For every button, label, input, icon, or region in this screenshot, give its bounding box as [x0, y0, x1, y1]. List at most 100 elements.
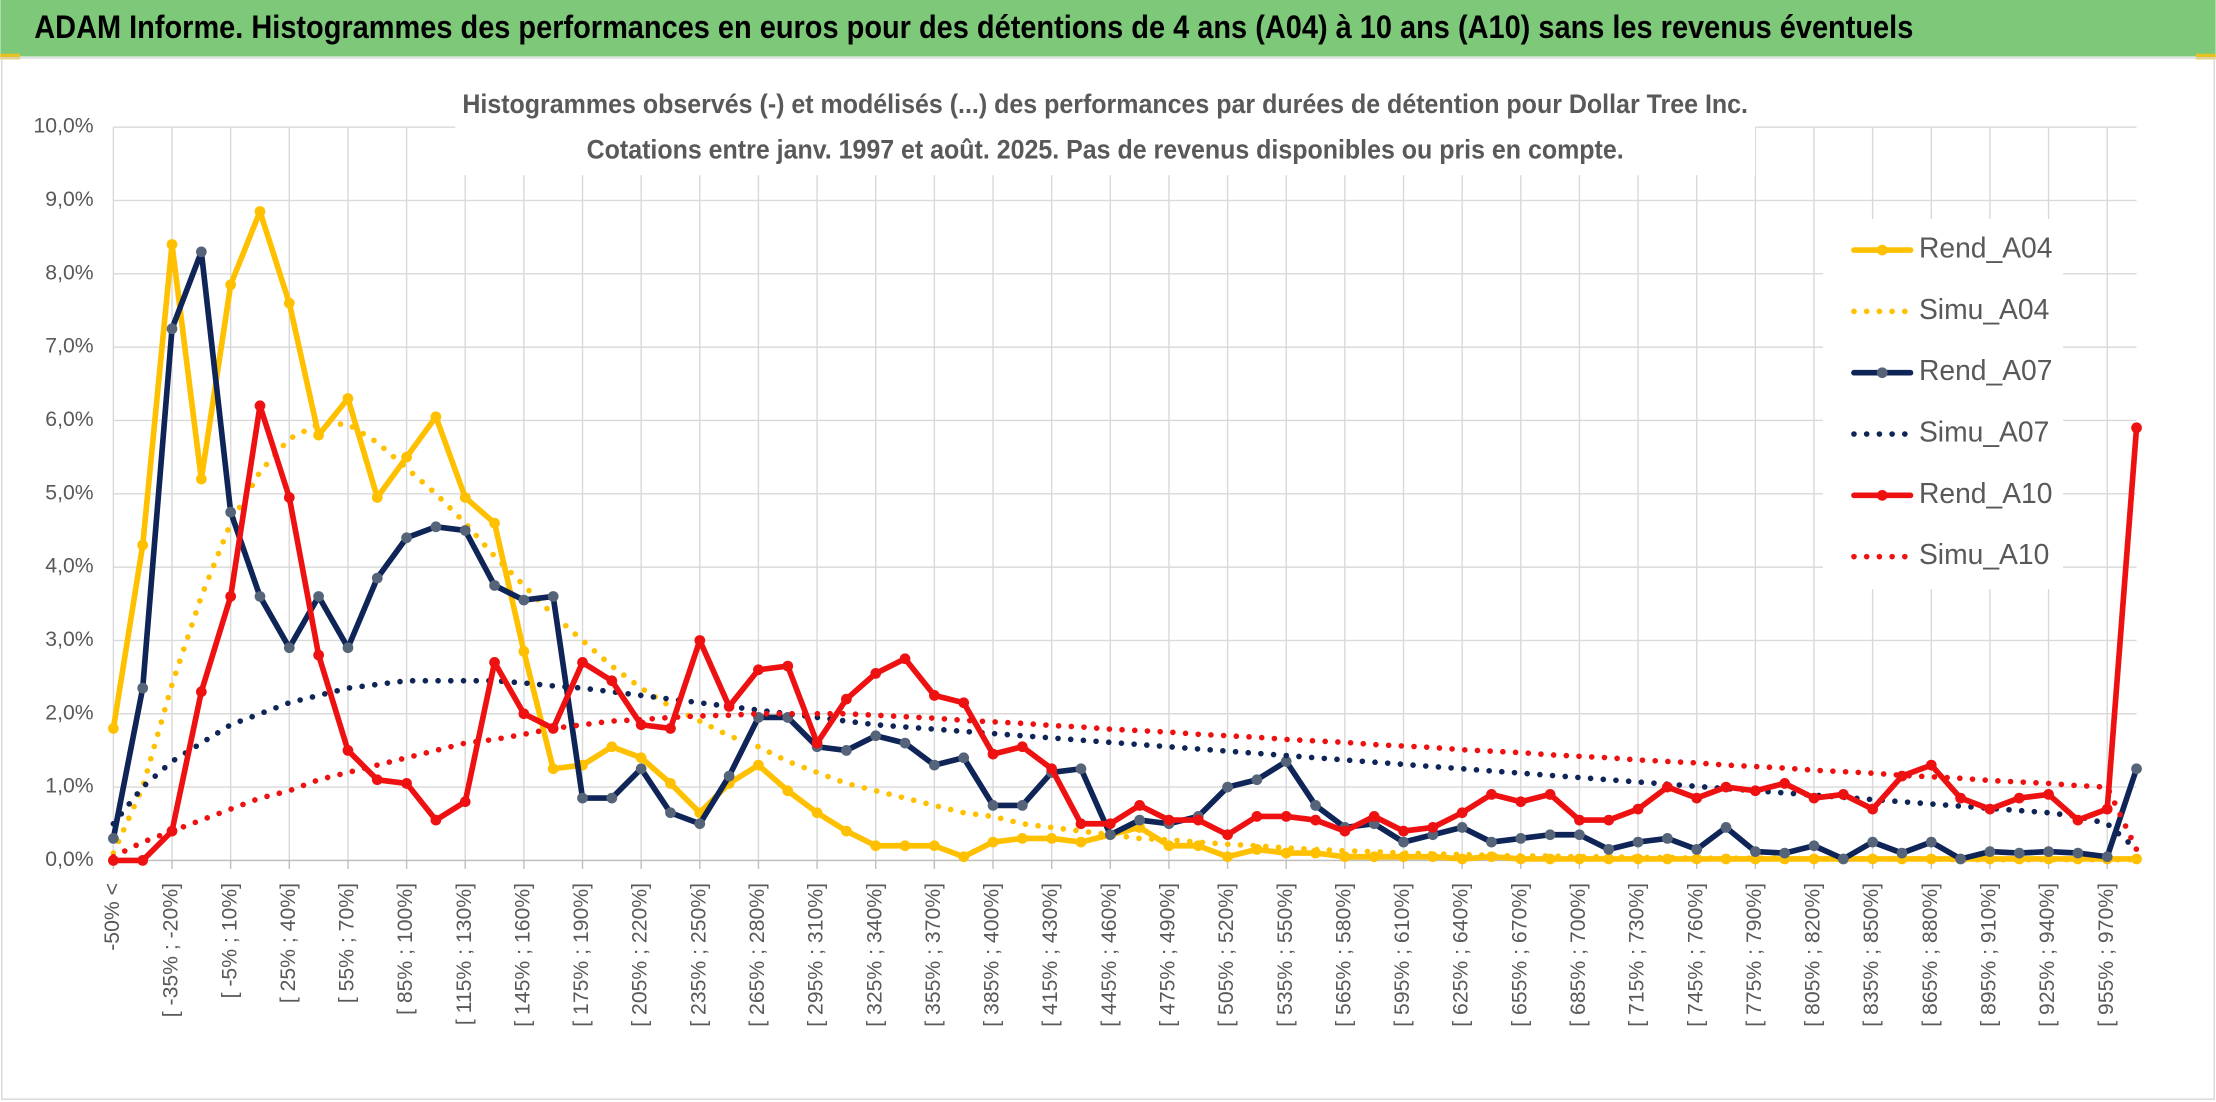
x-tick-label: [ 745% ; 760%] — [1684, 883, 1707, 1027]
series-marker — [1222, 829, 1233, 841]
series-line — [110, 248, 2140, 862]
series-marker — [841, 693, 852, 705]
chart-title: Histogrammes observés (-) et modélisés (… — [462, 89, 1748, 119]
legend-background — [1822, 218, 2064, 590]
series-marker — [987, 800, 999, 811]
series-marker — [928, 690, 940, 701]
series-marker — [313, 649, 324, 661]
series-marker — [1837, 789, 1849, 800]
x-tick-label: [ 655% ; 670%] — [1508, 883, 1531, 1027]
x-tick-label: [ 595% ; 610%] — [1391, 883, 1414, 1027]
series-marker — [371, 492, 383, 503]
series-marker — [2101, 803, 2113, 815]
legend-marker — [1876, 367, 1888, 379]
series-marker — [753, 664, 764, 676]
series-marker — [342, 393, 354, 404]
series-marker — [723, 770, 735, 782]
series-marker — [2043, 789, 2054, 800]
legend-marker — [1876, 489, 1888, 501]
series-marker — [1720, 822, 1732, 833]
series-marker — [489, 580, 500, 591]
series-marker — [459, 796, 471, 808]
series-marker — [1867, 803, 1879, 815]
y-tick-label: 3,0% — [45, 628, 93, 651]
series-marker — [1368, 851, 1380, 863]
series-marker — [1779, 778, 1791, 789]
corner — [0, 53, 21, 60]
series-marker — [1104, 829, 1116, 841]
series-marker — [1339, 825, 1351, 837]
series-marker — [1222, 851, 1233, 863]
legend-marker — [1876, 244, 1888, 256]
series-marker — [254, 400, 266, 412]
series-marker — [254, 591, 266, 602]
series-marker — [958, 851, 970, 863]
y-tick-label: 8,0% — [45, 261, 93, 284]
series-marker — [1955, 853, 1966, 865]
series-marker — [1456, 807, 1468, 819]
series-marker — [518, 708, 530, 720]
x-tick-label: [ -35% ; -20%] — [160, 883, 183, 1017]
x-tick-label: [ 325% ; 340%] — [863, 883, 886, 1027]
series-marker — [1837, 853, 1849, 865]
series — [108, 206, 2142, 866]
series-marker — [1016, 741, 1028, 753]
series-marker — [1896, 847, 1908, 859]
x-tick-label: [ 445% ; 460%] — [1098, 883, 1121, 1027]
series-marker — [1280, 756, 1292, 767]
series-marker — [2131, 763, 2142, 775]
series-marker — [870, 730, 882, 742]
series-marker — [2131, 853, 2142, 865]
series-marker — [665, 778, 676, 789]
x-tick-label: [ 955% ; 970%] — [2095, 883, 2118, 1027]
series-marker — [254, 206, 266, 217]
x-tick-label: [ 775% ; 790%] — [1743, 883, 1766, 1027]
series-marker — [782, 660, 794, 672]
series-marker — [1984, 846, 1996, 857]
series-marker — [1749, 785, 1761, 797]
series-marker — [225, 591, 237, 602]
series-marker — [1310, 800, 1321, 811]
y-tick-label: 5,0% — [45, 481, 93, 504]
series-marker — [1925, 836, 1937, 848]
series-marker — [1896, 770, 1908, 782]
series-marker — [1632, 803, 1644, 815]
series-marker — [1251, 811, 1263, 822]
series-marker — [1398, 825, 1409, 837]
y-tick-label: 10,0% — [34, 115, 94, 138]
series-marker — [2072, 847, 2084, 859]
series-marker — [1427, 822, 1439, 833]
y-tick-label: 7,0% — [45, 335, 93, 358]
series-marker — [1691, 792, 1703, 804]
series-marker — [1104, 818, 1116, 830]
x-tick-label: [ 205% ; 220%] — [629, 883, 652, 1027]
series-marker — [635, 752, 647, 764]
series-marker — [401, 532, 412, 544]
series-marker — [1544, 789, 1556, 800]
series-marker — [108, 723, 119, 734]
x-tick-label: [ 925% ; 940%] — [2036, 883, 2059, 1027]
series-marker — [1398, 836, 1409, 848]
series-marker — [753, 759, 764, 771]
series-marker — [606, 675, 618, 687]
series-marker — [137, 855, 149, 866]
series-marker — [1163, 840, 1175, 852]
series-marker — [401, 451, 412, 463]
series-marker — [1574, 829, 1585, 841]
series-marker — [899, 737, 911, 749]
series-marker — [1574, 814, 1585, 826]
x-tick-label: [ 835% ; 850%] — [1860, 883, 1883, 1027]
chart-subtitle: Cotations entre janv. 1997 et août. 2025… — [587, 134, 1624, 164]
y-tick-label: 1,0% — [45, 775, 93, 798]
series-marker — [225, 506, 237, 518]
series-marker — [782, 785, 794, 797]
series-marker — [1075, 818, 1087, 830]
series-marker — [1925, 759, 1937, 771]
x-tick-label: [ 265% ; 280%] — [746, 883, 769, 1027]
x-tick-label: [ 565% ; 580%] — [1332, 883, 1355, 1027]
legend-label: Rend_A07 — [1919, 354, 2053, 386]
series-marker — [1749, 846, 1761, 857]
series-marker — [2072, 814, 2084, 826]
series-marker — [606, 741, 618, 753]
